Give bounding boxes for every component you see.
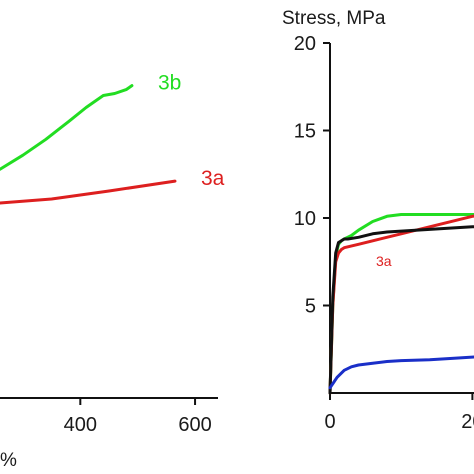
right-series-3a-label: 3a <box>376 253 392 269</box>
right-y-tick-label: 20 <box>294 33 316 55</box>
left-series-3b-line <box>0 84 134 171</box>
right-y-tick-label: 5 <box>305 296 316 318</box>
right-series-curve-2-line <box>328 225 474 395</box>
left-series-3b-label: 3b <box>158 72 181 95</box>
right-chart-panel: 5 10 15 20 0 20 Stress, MPa 3a <box>282 8 474 433</box>
right-y-axis-label: Stress, MPa <box>282 8 386 29</box>
right-series-curve-3-line <box>328 355 474 390</box>
right-y-tick-label: 10 <box>294 208 316 230</box>
right-x-tick-label: 20 <box>461 411 474 433</box>
right-x-tick-label: 0 <box>324 411 335 433</box>
left-x-tick-label: 400 <box>64 414 97 436</box>
left-x-tick-label: 600 <box>178 414 211 436</box>
left-chart-panel: 400 600% 3b 3a <box>0 72 225 471</box>
right-y-tick-label: 15 <box>294 121 316 143</box>
left-series-3a-label: 3a <box>201 167 225 190</box>
left-x-axis-label: % <box>0 450 17 471</box>
left-series-3a-line <box>0 179 177 205</box>
